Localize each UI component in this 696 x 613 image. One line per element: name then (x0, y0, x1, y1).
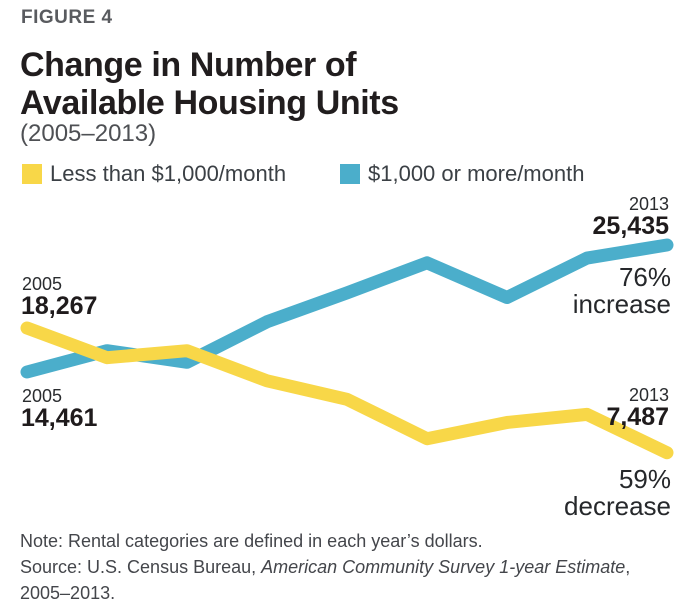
chart-title: Change in Number of Available Housing Un… (20, 46, 399, 122)
label-value-7487: 7,487 (606, 403, 669, 431)
label-value-14461: 14,461 (21, 404, 98, 432)
label-value-18267: 18,267 (21, 292, 98, 320)
teal-swatch-icon (340, 164, 360, 184)
source-line: Source: U.S. Census Bureau, American Com… (20, 554, 630, 580)
yellow-swatch-icon (22, 164, 42, 184)
source-years: 2005–2013. (20, 583, 116, 603)
chart-title-line1: Change in Number of (20, 46, 357, 84)
legend-item-1000-or-more: $1,000 or more/month (340, 161, 584, 187)
label-year-2005-yellow: 2005 (22, 274, 63, 294)
label-decrease: decrease (564, 491, 671, 521)
source-prefix: Source: U.S. Census Bureau, (20, 557, 262, 577)
label-increase: increase (572, 289, 671, 319)
label-76-percent: 76% (618, 262, 671, 292)
series-line-units-less-than-1000 (20, 321, 674, 460)
source-suffix: , (625, 557, 631, 577)
legend-label: $1,000 or more/month (368, 161, 585, 186)
source-italic: American Community Survey 1-year Estimat… (261, 557, 626, 577)
legend-label: Less than $1,000/month (50, 161, 287, 186)
footer-notes: Note: Rental categories are defined in e… (20, 528, 630, 606)
label-year-2013-teal: 2013 (628, 194, 669, 214)
legend-item-less-than-1000: Less than $1,000/month (22, 161, 286, 187)
label-59-percent: 59% (618, 464, 671, 494)
chart-subtitle: (2005–2013) (20, 120, 157, 147)
label-value-25435: 25,435 (592, 212, 669, 240)
label-year-2005-teal: 2005 (22, 386, 63, 406)
label-year-2013-yellow: 2013 (628, 385, 669, 405)
chart-title-line2: Available Housing Units (20, 84, 399, 122)
note-line: Note: Rental categories are defined in e… (20, 531, 483, 551)
figure-label: FIGURE 4 (21, 7, 113, 28)
